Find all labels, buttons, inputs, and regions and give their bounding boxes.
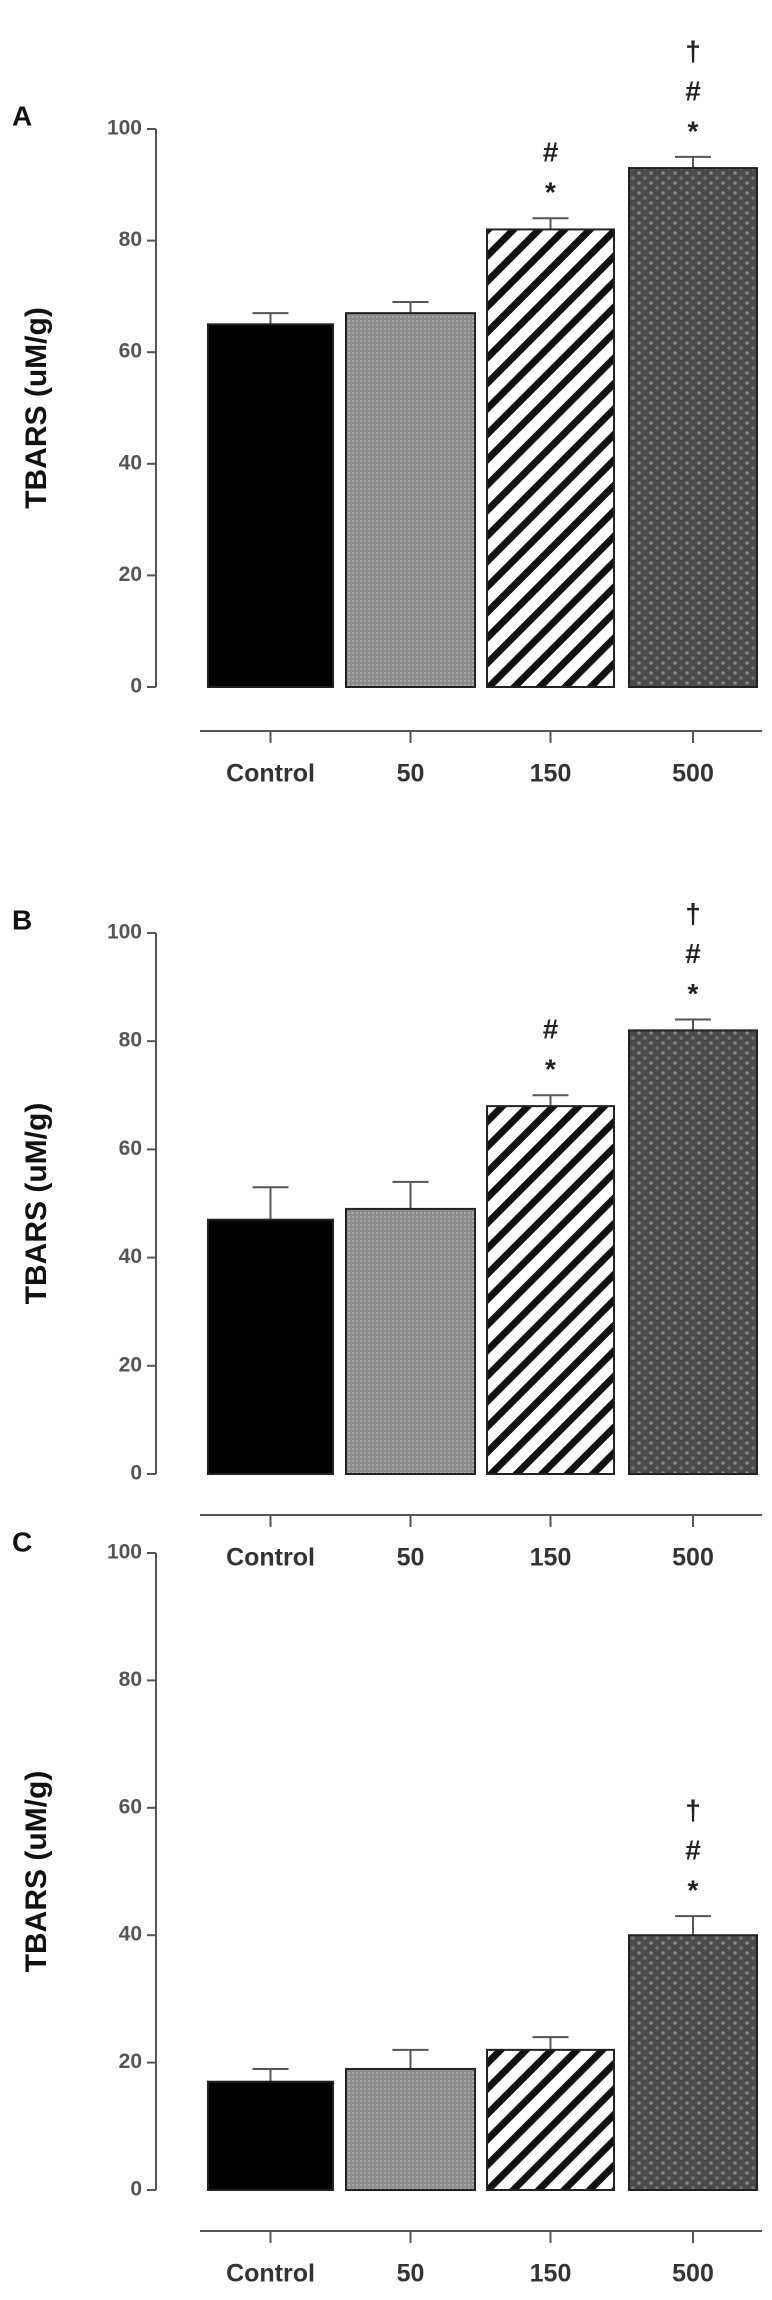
y-tick-label: 80 <box>119 228 142 251</box>
x-tick-label: 50 <box>397 760 425 788</box>
y-tick-label: 60 <box>119 1137 142 1160</box>
significance-mark: * <box>545 1054 556 1085</box>
bar <box>207 1218 334 1475</box>
bar <box>345 312 476 688</box>
y-axis-label: TBARS (uM/g) <box>20 1103 53 1305</box>
y-tick-label: 60 <box>119 340 142 363</box>
significance-mark: † <box>685 35 701 66</box>
y-tick-label: 80 <box>119 1029 142 1052</box>
bar <box>628 1029 758 1475</box>
bar <box>207 2080 334 2191</box>
bar <box>207 323 334 688</box>
x-tick-label: 150 <box>530 2260 572 2288</box>
y-axis-label: TBARS (uM/g) <box>20 1771 53 1973</box>
bar <box>628 167 758 688</box>
x-tick-label: 500 <box>672 760 714 788</box>
bar <box>486 2048 615 2192</box>
bar <box>628 1934 758 2191</box>
y-tick-label: 0 <box>130 2178 142 2201</box>
x-tick-label: 150 <box>530 1544 572 1572</box>
significance-mark: † <box>685 898 701 929</box>
y-tick-label: 20 <box>119 1353 142 1376</box>
x-tick-label: 50 <box>397 2260 425 2288</box>
significance-mark: * <box>688 1874 699 1905</box>
y-tick-label: 100 <box>107 921 142 944</box>
y-tick-label: 20 <box>119 563 142 586</box>
x-tick-label: 500 <box>672 2260 714 2288</box>
x-tick-label: 500 <box>672 1544 714 1572</box>
y-tick-label: 20 <box>119 2050 142 2073</box>
x-tick-label: Control <box>226 1544 315 1572</box>
y-tick-label: 0 <box>130 675 142 698</box>
y-tick-label: 0 <box>130 1462 142 1485</box>
y-tick-label: 100 <box>107 117 142 140</box>
significance-mark: # <box>543 137 559 168</box>
y-axis-label: TBARS (uM/g) <box>20 307 53 509</box>
y-tick-label: 100 <box>107 1541 142 1564</box>
y-tick-label: 40 <box>119 1923 142 1946</box>
significance-mark: # <box>685 75 701 106</box>
significance-mark: # <box>685 1834 701 1865</box>
y-tick-label: 60 <box>119 1795 142 1818</box>
bar <box>345 1207 476 1476</box>
x-tick-label: 150 <box>530 760 572 788</box>
significance-mark: # <box>543 1014 559 1045</box>
significance-mark: * <box>688 978 699 1009</box>
significance-mark: * <box>545 177 556 208</box>
significance-mark: # <box>685 938 701 969</box>
panel-label: A <box>12 100 32 131</box>
bar <box>345 2067 476 2191</box>
y-tick-label: 80 <box>119 1668 142 1691</box>
x-tick-label: Control <box>226 760 315 788</box>
x-tick-label: 50 <box>397 1544 425 1572</box>
y-tick-label: 40 <box>119 1245 142 1268</box>
y-tick-label: 40 <box>119 451 142 474</box>
bar <box>486 1105 615 1475</box>
x-tick-label: Control <box>226 2260 315 2288</box>
panel-label: C <box>12 1526 32 1557</box>
significance-mark: † <box>685 1794 701 1825</box>
bar <box>486 228 615 688</box>
panel-label: B <box>12 904 32 935</box>
significance-mark: * <box>688 115 699 146</box>
